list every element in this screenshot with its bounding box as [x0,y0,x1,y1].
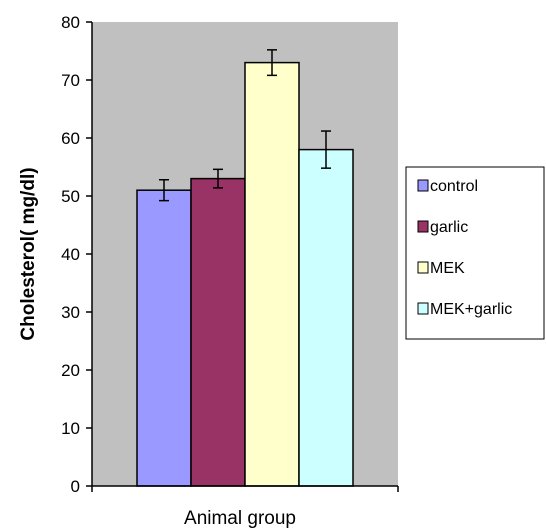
bar-mek-garlic [298,148,354,487]
legend-label: garlic [430,219,468,236]
y-tick-label: 0 [71,477,80,496]
bars [136,49,354,487]
legend-swatch [417,220,429,233]
y-tick-label: 50 [61,187,80,206]
y-axis: 0 10 20 30 40 50 60 70 80 [61,13,93,496]
y-tick-label: 60 [61,129,80,148]
legend-swatch [417,179,429,192]
x-axis-title: Animal group [184,508,296,529]
legend-box [405,166,545,340]
y-tick-label: 20 [61,361,80,380]
legend-swatch [417,302,429,315]
y-tick-label: 30 [61,303,80,322]
y-tick-label: 80 [61,13,80,32]
bar-mek [244,61,300,487]
legend-label: MEK+garlic [430,301,512,318]
y-tick-label: 70 [61,71,80,90]
legend-label: MEK [430,260,465,277]
legend: control garlic MEK MEK+garlic [405,166,545,340]
bar-control [136,189,192,487]
y-tick-label: 10 [61,419,80,438]
y-axis-title: Cholesterol( mg/dl) [18,167,39,340]
y-tick-label: 40 [61,245,80,264]
x-axis [91,485,399,492]
bar-garlic [190,177,246,487]
legend-swatch [417,261,429,274]
legend-label: control [430,178,478,195]
